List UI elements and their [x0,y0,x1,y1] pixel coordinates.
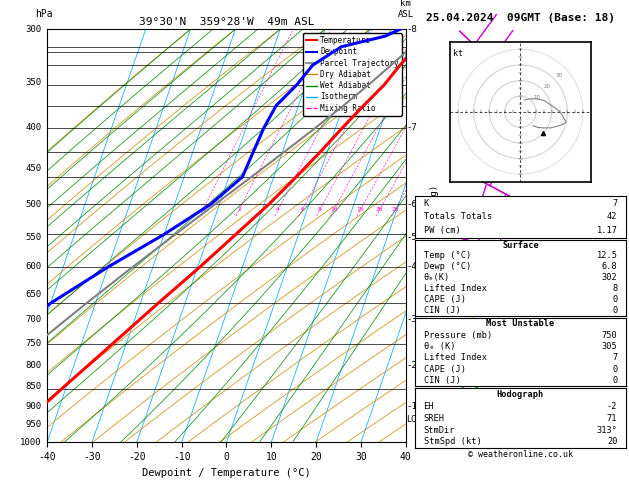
Text: CIN (J): CIN (J) [423,376,460,385]
Text: 500: 500 [26,200,42,209]
Legend: Temperature, Dewpoint, Parcel Trajectory, Dry Adiabat, Wet Adiabat, Isotherm, Mi: Temperature, Dewpoint, Parcel Trajectory… [303,33,402,116]
Text: -2: -2 [406,361,417,370]
Text: SREH: SREH [423,414,445,422]
Text: 950: 950 [26,420,42,429]
Text: hPa: hPa [35,9,52,19]
Text: 8: 8 [318,207,321,212]
Text: 305: 305 [602,342,618,351]
Text: 12.5: 12.5 [596,251,618,260]
Text: EH: EH [423,401,434,411]
Text: -2: -2 [607,401,618,411]
Text: 0: 0 [612,364,618,374]
Text: 350: 350 [26,78,42,87]
Text: Hodograph: Hodograph [497,390,544,399]
Text: Temp (°C): Temp (°C) [423,251,471,260]
Text: 42: 42 [607,212,618,222]
Text: 15: 15 [357,207,364,212]
Text: StmSpd (kt): StmSpd (kt) [423,437,481,447]
Text: Lifted Index: Lifted Index [423,353,487,362]
Text: km
ASL: km ASL [398,0,414,19]
Text: 1: 1 [201,207,204,212]
Text: θₑ(K): θₑ(K) [423,273,450,282]
Text: Mixing Ratio (g/kg): Mixing Ratio (g/kg) [430,185,439,287]
Text: Totals Totals: Totals Totals [423,212,492,222]
Text: Most Unstable: Most Unstable [486,319,555,328]
Text: -6: -6 [406,200,417,209]
Text: 6.8: 6.8 [602,262,618,271]
Text: -4: -4 [406,262,417,272]
Text: 20: 20 [376,207,383,212]
Text: Surface: Surface [502,241,539,249]
Text: 1000: 1000 [20,438,42,447]
Text: StmDir: StmDir [423,426,455,434]
X-axis label: Dewpoint / Temperature (°C): Dewpoint / Temperature (°C) [142,468,311,478]
Text: -1: -1 [406,401,417,411]
Text: Dewp (°C): Dewp (°C) [423,262,471,271]
Text: 300: 300 [26,25,42,34]
Text: 71: 71 [607,414,618,422]
Text: 20: 20 [607,437,618,447]
Text: 1.17: 1.17 [596,226,618,235]
Text: 0: 0 [612,295,618,304]
Text: 10: 10 [533,95,540,100]
Text: -3: -3 [406,315,417,324]
Text: K: K [423,199,429,208]
Text: 2: 2 [237,207,241,212]
Text: 30: 30 [555,73,562,78]
Text: 6: 6 [300,207,304,212]
Text: 750: 750 [26,339,42,348]
Text: kt: kt [454,50,464,58]
Text: 550: 550 [26,233,42,242]
Text: θₑ (K): θₑ (K) [423,342,455,351]
Text: 4: 4 [276,207,280,212]
Text: Pressure (mb): Pressure (mb) [423,330,492,340]
Text: © weatheronline.co.uk: © weatheronline.co.uk [468,450,573,459]
Text: 700: 700 [26,315,42,324]
Text: PW (cm): PW (cm) [423,226,460,235]
Text: -8: -8 [406,25,417,34]
Text: 0: 0 [612,376,618,385]
Text: -7: -7 [406,123,417,132]
Text: -5: -5 [406,233,417,242]
Text: 10: 10 [330,207,338,212]
Text: 25: 25 [391,207,399,212]
Title: 39°30'N  359°28'W  49m ASL: 39°30'N 359°28'W 49m ASL [138,17,314,27]
Text: 800: 800 [26,361,42,370]
Text: CIN (J): CIN (J) [423,306,460,315]
Text: 600: 600 [26,262,42,272]
Text: CAPE (J): CAPE (J) [423,364,465,374]
Text: LCL: LCL [406,415,421,424]
Text: 7: 7 [612,353,618,362]
Text: 20: 20 [544,84,551,89]
Text: 0: 0 [612,306,618,315]
Text: 25.04.2024  09GMT (Base: 18): 25.04.2024 09GMT (Base: 18) [426,13,615,23]
Text: 750: 750 [602,330,618,340]
Text: 850: 850 [26,382,42,391]
Text: 302: 302 [602,273,618,282]
Text: 650: 650 [26,290,42,299]
Text: CAPE (J): CAPE (J) [423,295,465,304]
Text: 313°: 313° [596,426,618,434]
Text: 400: 400 [26,123,42,132]
Text: Lifted Index: Lifted Index [423,284,487,293]
Text: 7: 7 [612,199,618,208]
Text: 900: 900 [26,401,42,411]
Text: 8: 8 [612,284,618,293]
Text: 450: 450 [26,164,42,173]
